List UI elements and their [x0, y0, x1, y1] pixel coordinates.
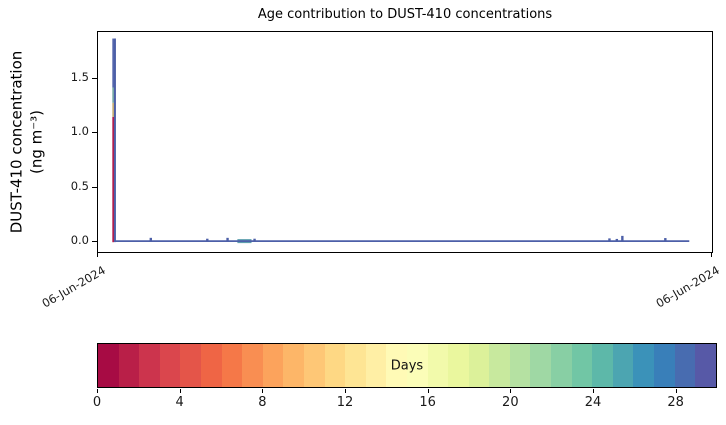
colorbar-tick-mark: [510, 389, 512, 393]
data-series-svg: [112, 38, 690, 244]
colorbar-segment: [365, 344, 387, 387]
colorbar-tick-label: 28: [667, 395, 684, 410]
colorbar-segment: [674, 344, 696, 387]
colorbar-segment: [118, 344, 140, 387]
colorbar-tick-label: 20: [502, 395, 519, 410]
colorbar-tick-label: 4: [175, 395, 184, 410]
colorbar-segment: [489, 344, 510, 387]
colorbar-segment: [592, 344, 613, 387]
colorbar-tick-label: 0: [92, 395, 102, 410]
colorbar-segment: [345, 344, 366, 387]
colorbar-tick-label: 8: [258, 395, 267, 410]
colorbar-segment: [98, 344, 119, 387]
colorbar-segment: [406, 344, 428, 387]
colorbar-tick-mark: [593, 389, 594, 393]
colorbar-segment: [509, 344, 531, 387]
colorbar-segment: [530, 344, 552, 387]
colorbar-segment: [386, 344, 407, 387]
plot-area: [97, 31, 713, 253]
x-tick-mark: [97, 252, 98, 257]
colorbar-tick-mark: [675, 389, 677, 393]
colorbar-segment: [427, 344, 449, 387]
colorbar-segment: [242, 344, 263, 387]
colorbar-tick-label: 24: [584, 395, 602, 410]
colorbar-segment: [551, 344, 572, 387]
y-tick-mark: [92, 132, 97, 134]
colorbar-segment: [612, 344, 634, 387]
x-tick-mark: [711, 252, 712, 257]
colorbar-segment: [221, 344, 243, 387]
colorbar-ticks: 0 4 8 12 16 20 24 28: [93, 388, 717, 418]
y-tick-label: 1.0: [70, 124, 89, 139]
x-tick-date-label: 06-Jun-2024: [39, 263, 108, 311]
colorbar-segment: [139, 344, 160, 387]
y-tick-label: 0.5: [70, 178, 89, 193]
y-tick-mark: [92, 241, 97, 243]
colorbar-tick-mark: [262, 389, 264, 393]
colorbar-segment: [468, 344, 490, 387]
colorbar-tick-label: 12: [336, 395, 354, 410]
colorbar-segment: [633, 344, 655, 387]
colorbar-tick-mark: [179, 389, 181, 393]
colorbar-label: Days: [390, 358, 424, 373]
colorbar-segment: [200, 344, 222, 387]
colorbar-segment: [180, 344, 201, 387]
colorbar-segment: [159, 344, 181, 387]
y-tick-label: 1.5: [70, 69, 89, 84]
y-tick-mark: [92, 186, 97, 188]
colorbar-tick-mark: [97, 389, 98, 393]
colorbar: Days: [97, 343, 717, 388]
colorbar-segment: [303, 344, 325, 387]
y-axis-label-line1: DUST-410 concentration: [7, 50, 26, 234]
chart-title: Age contribution to DUST-410 concentrati…: [257, 7, 553, 22]
colorbar-segment: [695, 344, 716, 387]
colorbar-tick-label: 16: [419, 395, 436, 410]
colorbar-segment: [324, 344, 346, 387]
x-tick-date-label: 06-Jun-2024: [653, 263, 722, 311]
colorbar-segment: [571, 344, 593, 387]
colorbar-tick-mark: [345, 389, 346, 393]
y-tick-mark: [92, 77, 97, 79]
colorbar-segment: [283, 344, 304, 387]
colorbar-segment: [448, 344, 469, 387]
y-axis-label-line2: (ng m⁻³): [27, 109, 45, 175]
colorbar-tick-mark: [427, 389, 429, 393]
colorbar-segment: [262, 344, 284, 387]
y-axis-label: DUST-410 concentration (ng m⁻³): [8, 51, 47, 234]
y-tick-label: 0.0: [70, 233, 89, 248]
colorbar-segment: [654, 344, 675, 387]
